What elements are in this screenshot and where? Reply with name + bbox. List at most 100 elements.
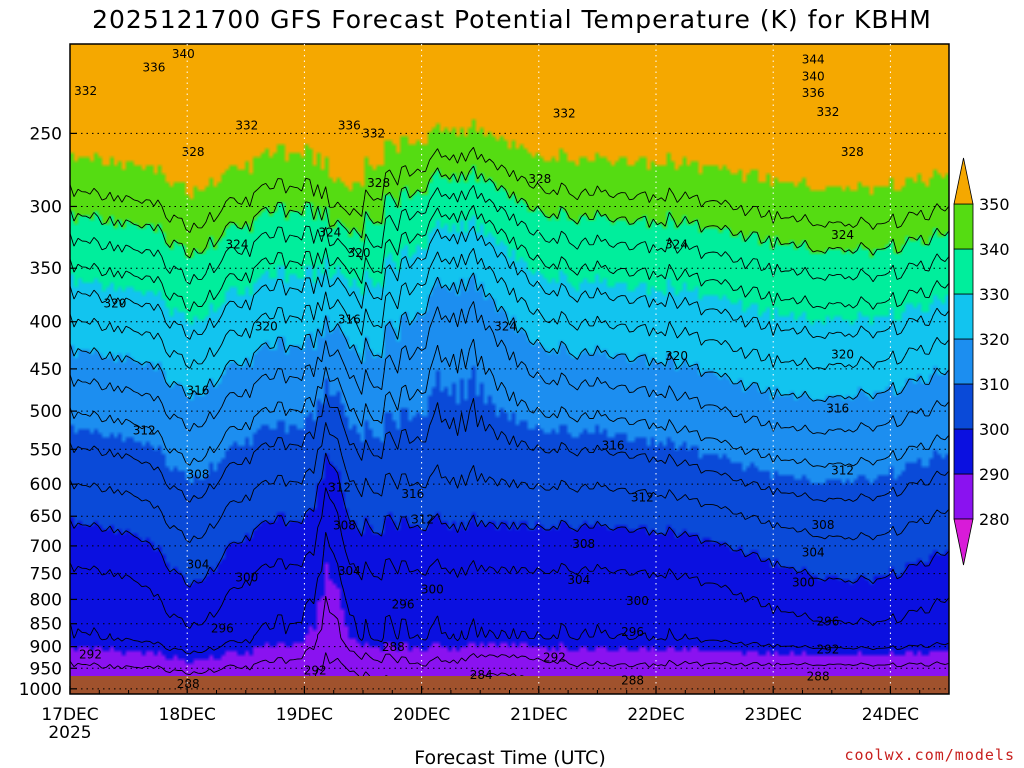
contour-line-312 <box>70 338 949 468</box>
y-tick-label: 1000 <box>19 680 62 700</box>
contour-label: 304 <box>186 557 209 571</box>
contour-label: 324 <box>226 238 249 252</box>
x-axis-year-label: 2025 <box>48 723 91 743</box>
y-axis: 250 300 350 400 450 500 550 600 650 700 750 800 850 9… <box>19 124 77 700</box>
contour-line-320 <box>70 272 949 403</box>
contour-label: 296 <box>621 625 644 639</box>
grid-lines <box>70 44 949 694</box>
contour-label: 340 <box>172 47 195 61</box>
y-tick-label: 850 <box>30 615 62 635</box>
contour-label: 296 <box>211 621 234 635</box>
contour-label: 308 <box>572 537 595 551</box>
x-tick-label: 17DEC <box>41 705 98 725</box>
contour-label: 328 <box>182 145 205 159</box>
contour-line-308 <box>70 393 949 503</box>
x-tick-label: 21DEC <box>510 705 567 725</box>
contour-label: 288 <box>621 674 644 688</box>
contour-label: 324 <box>318 225 341 239</box>
y-tick-label: 950 <box>30 659 62 679</box>
contour-label: 316 <box>401 487 424 501</box>
contour-label: 332 <box>553 107 576 121</box>
contour-label: 288 <box>807 670 830 684</box>
contour-label: 312 <box>831 464 854 478</box>
x-tick-label: 18DEC <box>159 705 216 725</box>
contour-line-336 <box>70 185 949 285</box>
contour-label: 296 <box>392 597 415 611</box>
contour-label: 320 <box>103 296 126 310</box>
contour-label: 292 <box>304 663 327 677</box>
contour-label: 304 <box>802 546 825 560</box>
contour-label: 288 <box>177 677 200 691</box>
contour-label: 336 <box>338 118 361 132</box>
source-credit: coolwx.com/models <box>844 746 1015 764</box>
contour-label: 332 <box>235 118 258 132</box>
x-axis: 17DEC 18DEC 19DEC 20DEC 21DEC 22DEC 23DEC 24DEC <box>41 686 921 725</box>
contour-lines <box>70 147 949 677</box>
y-tick-label: 700 <box>30 537 62 557</box>
contour-label: 328 <box>528 172 551 186</box>
contour-label: 324 <box>665 238 688 252</box>
colorbar-swatch <box>953 203 974 250</box>
colorbar-swatch <box>953 473 974 520</box>
x-tick-label: 24DEC <box>862 705 919 725</box>
colorbar-label: 350 <box>979 195 1010 214</box>
x-axis-title: Forecast Time (UTC) <box>414 747 605 768</box>
y-tick-label: 650 <box>30 507 62 527</box>
y-tick-label: 600 <box>30 475 62 495</box>
contour-label: 336 <box>802 86 825 100</box>
contour-line-324 <box>70 247 949 371</box>
colorbar: 280 290 300 310 320 330 340 350 <box>953 157 1010 566</box>
contour-label: 300 <box>792 576 815 590</box>
contour-label: 300 <box>235 570 258 584</box>
contour-label: 320 <box>255 320 278 334</box>
colorbar-swatch <box>953 338 974 385</box>
contour-line-292 <box>70 532 949 655</box>
x-tick-label: 20DEC <box>393 705 450 725</box>
contour-line-284 <box>309 652 524 677</box>
colorbar-label: 320 <box>979 330 1010 349</box>
colorbar-swatch <box>953 428 974 475</box>
colorbar-label: 310 <box>979 375 1010 394</box>
contour-label: 312 <box>411 512 434 526</box>
contour-label: 332 <box>816 105 839 119</box>
contour-line-340 <box>70 165 949 259</box>
y-tick-label: 350 <box>30 259 62 279</box>
contour-label: 312 <box>133 424 156 438</box>
contour-plot-area: 340 336 332 328 332 336 332 328 324 320 324 320 320 3… <box>70 44 949 694</box>
contour-label: 320 <box>665 349 688 363</box>
contour-line-344 <box>70 147 949 233</box>
contour-label: 308 <box>186 468 209 482</box>
contour-label: 324 <box>494 320 517 334</box>
contour-label: 304 <box>567 573 590 587</box>
y-tick-label: 450 <box>30 360 62 380</box>
contour-label: 336 <box>143 60 166 74</box>
colorbar-swatch <box>953 383 974 430</box>
colorbar-label: 330 <box>979 285 1010 304</box>
y-tick-label: 550 <box>30 440 62 460</box>
colorbar-label: 300 <box>979 420 1010 439</box>
y-tick-label: 800 <box>30 590 62 610</box>
contour-label: 316 <box>826 402 849 416</box>
contour-label: 312 <box>328 480 351 494</box>
contour-label: 292 <box>816 642 839 656</box>
contour-label: 324 <box>831 228 854 242</box>
contour-label: 284 <box>470 668 493 682</box>
contour-label: 332 <box>74 84 97 98</box>
y-tick-label: 500 <box>30 402 62 422</box>
y-tick-label: 300 <box>30 197 62 217</box>
contour-label: 320 <box>348 246 371 260</box>
contour-label: 328 <box>841 145 864 159</box>
contour-label: 300 <box>421 582 444 596</box>
contour-label: 320 <box>831 347 854 361</box>
contour-line-316 <box>70 301 949 435</box>
contour-line-296 <box>70 487 949 629</box>
colorbar-min-arrow <box>953 518 974 566</box>
contour-label: 312 <box>631 490 654 504</box>
contour-label: 328 <box>367 176 390 190</box>
contour-label: 292 <box>79 648 102 662</box>
chart-title: 2025121700 GFS Forecast Potential Temper… <box>92 5 932 34</box>
contour-label: 300 <box>626 594 649 608</box>
colorbar-swatch <box>953 248 974 295</box>
contour-label: 316 <box>186 384 209 398</box>
contour-label: 344 <box>802 53 825 67</box>
